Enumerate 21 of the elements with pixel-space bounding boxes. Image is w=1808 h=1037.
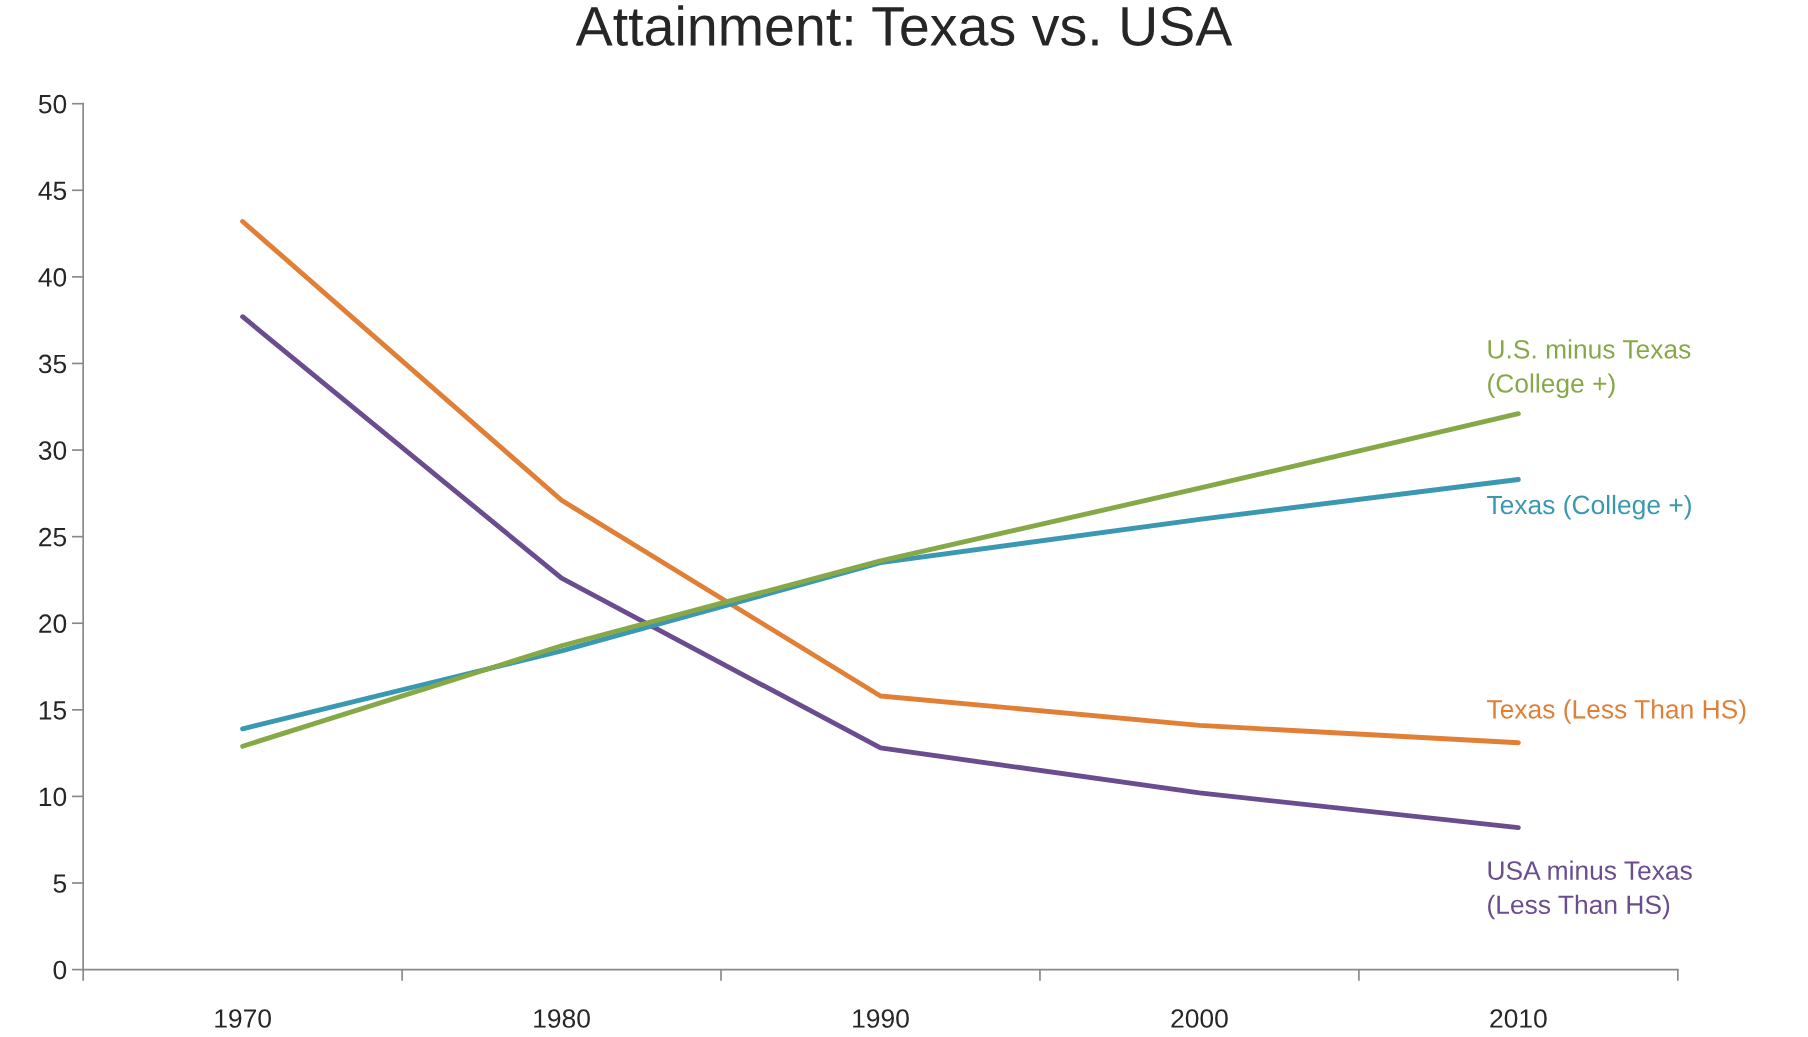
y-tick-label: 50 (38, 94, 67, 114)
y-tick-label: 0 (53, 960, 67, 980)
y-tick-label: 30 (38, 441, 67, 460)
y-tick-label: 40 (38, 268, 67, 287)
series-label: USA minus Texas (Less Than HS) (1488, 860, 1692, 920)
y-tick-label: 35 (38, 354, 67, 374)
y-tick-label: 45 (38, 181, 67, 201)
series-label: Texas (College +) (1487, 494, 1691, 520)
series-label: U.S. minus Texas (College +) (1488, 339, 1691, 399)
y-tick-label: 15 (39, 701, 67, 720)
x-tick-label: 1980 (534, 1009, 590, 1028)
y-tick-label: 10 (39, 787, 67, 807)
x-tick-label: 1990 (853, 1009, 909, 1028)
series-label: Texas (Less Than HS) (1487, 699, 1746, 724)
y-tick-label: 20 (39, 614, 67, 634)
x-tick-label: 2010 (1490, 1009, 1547, 1028)
x-tick-label: 2000 (1171, 1009, 1228, 1028)
y-tick-label: 25 (39, 527, 67, 547)
y-tick-label: 5 (53, 874, 67, 893)
chart-title: Attainment: Texas vs. USA (575, 5, 1233, 46)
x-tick-label: 1970 (215, 1009, 271, 1028)
